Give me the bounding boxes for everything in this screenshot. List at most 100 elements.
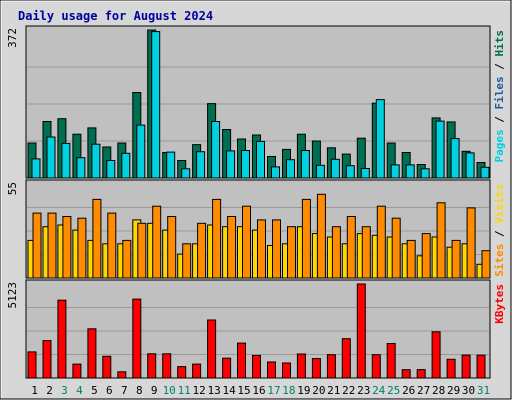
bar-files-day-2 [46,136,56,179]
x-tick-label: 28 [432,384,445,397]
x-tick-label: 10 [163,384,176,397]
bar-kbytes-day-4 [72,363,82,379]
bar-kbytes-day-11 [177,366,187,379]
x-tick-label: 3 [61,384,68,397]
bar-kbytes-day-26 [401,369,411,379]
bar-kbytes-day-21 [326,354,336,379]
x-tick-label: 14 [222,384,236,397]
bar-files-day-27 [420,168,430,179]
x-tick-label: 1 [31,384,38,397]
bar-sites-day-27 [421,233,431,279]
bar-sites-day-3 [62,216,72,279]
bar-kbytes-day-9 [147,353,157,379]
bar-sites-day-23 [361,226,371,279]
y-max-label: 5123 [6,282,19,309]
bar-kbytes-day-7 [117,371,127,379]
bar-kbytes-day-27 [416,369,426,379]
x-tick-label: 8 [136,384,143,397]
x-tick-label: 6 [106,384,113,397]
bar-kbytes-day-30 [461,354,471,379]
x-tick-label: 5 [91,384,98,397]
bar-files-day-6 [106,160,116,179]
panel-kbytes: 5123 KBytes [6,279,506,379]
bar-sites-day-22 [346,216,356,279]
series-sites [32,193,491,279]
bar-kbytes-day-13 [207,319,217,379]
bar-sites-day-8 [137,222,147,279]
bar-files-day-25 [390,164,400,179]
bar-kbytes-day-24 [371,354,381,379]
bar-kbytes-day-6 [102,355,112,379]
bar-sites-day-14 [227,216,237,279]
bar-files-day-5 [91,143,101,179]
bar-files-day-3 [61,142,71,179]
bar-kbytes-day-20 [311,358,321,379]
legend-entry: KBytes [493,284,506,324]
bar-sites-day-24 [376,205,386,279]
bar-sites-day-26 [406,239,416,279]
bar-files-day-29 [450,138,460,179]
bar-sites-day-10 [167,216,177,279]
bar-files-day-23 [360,168,370,179]
bar-sites-day-2 [47,212,57,279]
bar-kbytes-day-28 [431,331,441,379]
bar-sites-day-16 [257,219,266,279]
bar-files-day-20 [315,164,325,179]
legend-entry: Pages [493,129,506,162]
x-tick-label: 11 [178,384,191,397]
bar-kbytes-day-1 [27,351,37,379]
bar-files-day-30 [465,152,475,179]
bar-kbytes-day-10 [162,353,172,379]
bar-kbytes-day-25 [386,343,396,379]
bar-sites-day-28 [436,202,446,279]
bar-kbytes-day-16 [252,354,261,379]
bar-files-day-31 [480,166,490,179]
legend: Pages / Files / Hits [493,30,506,163]
legend: KBytes [493,284,506,324]
bar-files-day-12 [196,151,206,179]
bar-sites-day-17 [272,219,281,279]
x-tick-label: 26 [402,384,415,397]
bar-files-day-14 [226,150,236,179]
panel-hits-files-pages: 372 Pages / Files / Hits [6,25,506,179]
bar-sites-day-1 [32,212,42,279]
bar-files-day-11 [181,168,191,179]
bar-kbytes-day-31 [476,354,486,379]
bar-sites-day-18 [287,226,296,279]
bar-sites-day-5 [92,198,102,279]
x-tick-label: 20 [312,384,325,397]
bar-files-day-21 [330,158,340,179]
bar-files-day-16 [256,140,265,179]
legend-entry: / [493,57,506,77]
x-tick-label: 17 [267,384,280,397]
legend-entry: Visits [493,184,506,224]
bar-files-day-26 [405,164,415,179]
bar-sites-day-31 [481,250,491,279]
x-tick-label: 15 [237,384,250,397]
bar-kbytes-day-17 [267,361,276,379]
x-tick-label: 27 [417,384,430,397]
bar-sites-day-15 [242,205,251,279]
bar-files-day-13 [211,121,221,179]
bar-sites-day-9 [152,205,162,279]
bar-kbytes-day-8 [132,298,142,379]
bar-sites-day-12 [197,222,207,279]
x-tick-label: 23 [357,384,370,397]
bar-kbytes-day-2 [42,340,52,379]
x-tick-label: 9 [151,384,158,397]
bar-files-day-9 [151,31,161,179]
legend-entry: / [493,224,506,244]
panel-visits-sites: 55 Sites / Visits [6,179,506,279]
bar-kbytes-day-18 [282,362,291,379]
x-tick-label: 25 [387,384,400,397]
bar-files-day-10 [166,151,176,179]
bar-kbytes-day-14 [222,357,232,379]
bar-files-day-24 [375,99,385,179]
legend-entry: Files [493,76,506,109]
bar-files-day-4 [76,157,86,179]
bar-kbytes-day-22 [341,338,351,379]
bar-kbytes-day-15 [237,342,246,379]
bar-files-day-18 [286,159,295,179]
